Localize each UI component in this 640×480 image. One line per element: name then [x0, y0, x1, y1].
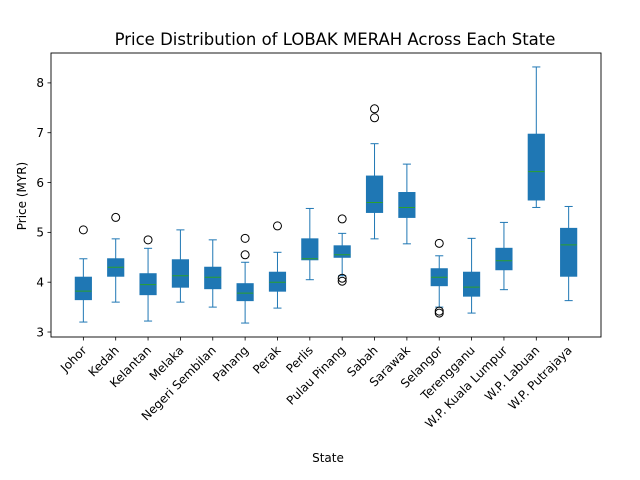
y-tick-label: 4 [36, 275, 44, 289]
outlier-point [240, 233, 250, 243]
box-iqr [236, 283, 254, 302]
y-axis-label: Price (MYR) [15, 162, 29, 230]
outlier-point [370, 113, 380, 123]
box-iqr [204, 266, 222, 290]
outlier-point [78, 225, 88, 235]
y-tick-label: 6 [36, 176, 44, 190]
box-iqr [560, 227, 578, 277]
box-iqr [398, 192, 416, 218]
outlier-point [111, 212, 121, 222]
outlier-point [370, 104, 380, 114]
outlier-point [240, 250, 250, 260]
y-tick-label: 7 [36, 126, 44, 140]
axes-frame [50, 52, 602, 338]
box-iqr [495, 247, 513, 271]
outlier-point [272, 221, 282, 231]
box-iqr [171, 259, 190, 288]
outlier-point [434, 238, 444, 248]
outlier-point [434, 308, 444, 318]
y-tick-label: 5 [36, 226, 44, 240]
outlier-point [337, 273, 347, 283]
box-iqr [74, 276, 92, 301]
box-iqr [365, 175, 384, 213]
box-iqr [527, 133, 545, 201]
outlier-point [337, 214, 347, 224]
outlier-point [337, 276, 347, 286]
outlier-point [143, 235, 153, 245]
box-iqr [463, 271, 481, 297]
chart-title: Price Distribution of LOBAK MERAH Across… [115, 30, 556, 49]
box-iqr [333, 245, 351, 258]
x-axis-label: State [312, 451, 344, 465]
y-tick-label: 3 [36, 325, 44, 339]
plot-area [74, 66, 578, 324]
box-iqr [301, 238, 319, 261]
y-tick-label: 8 [36, 76, 44, 90]
